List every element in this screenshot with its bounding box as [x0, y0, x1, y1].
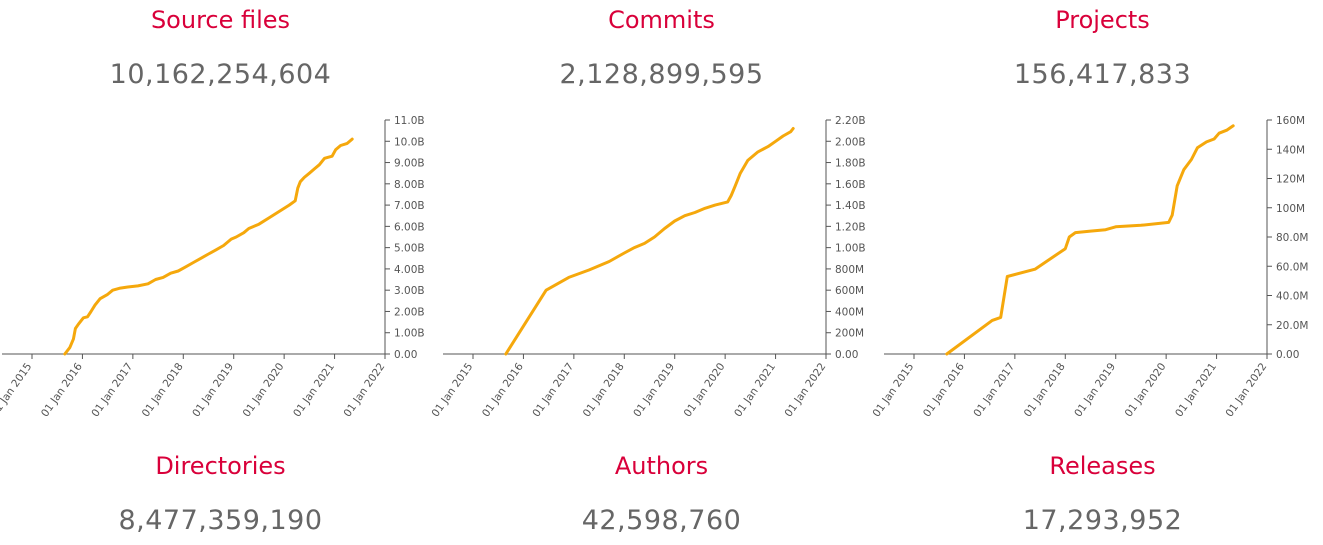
x-tick-label: 01 Jan 2015 — [0, 361, 34, 419]
y-tick-label: 20.0M — [1276, 320, 1308, 332]
y-tick-label: 5.00B — [394, 243, 425, 255]
y-tick-label: 1.80B — [835, 158, 866, 170]
series-line — [504, 127, 795, 356]
panel-title: Projects — [1055, 6, 1150, 34]
y-tick-label: 9.00B — [394, 158, 425, 170]
panel-bottom-title: Directories — [155, 452, 286, 480]
y-tick-label: 7.00B — [394, 200, 425, 212]
x-tick-label: 01 Jan 2017 — [530, 361, 576, 419]
panel-bottom-count: 8,477,359,190 — [118, 505, 323, 536]
x-tick-label: 01 Jan 2016 — [39, 361, 85, 420]
y-tick-label: 60.0M — [1276, 261, 1308, 273]
panel-bottom-title: Authors — [614, 452, 709, 480]
x-tick-label: 01 Jan 2020 — [682, 361, 728, 419]
panel-bottom-title: Releases — [1049, 452, 1156, 480]
y-tick-label: 80.0M — [1276, 232, 1308, 244]
panel-bottom-count: 42,598,760 — [581, 505, 742, 536]
y-tick-label: 2.00B — [394, 306, 425, 318]
y-tick-label: 100M — [1276, 203, 1305, 215]
x-tick-label: 01 Jan 2016 — [480, 361, 526, 420]
y-tick-label: 40.0M — [1276, 291, 1308, 303]
panel-bottom-count: 17,293,952 — [1022, 505, 1183, 536]
x-tick-label: 01 Jan 2016 — [921, 361, 967, 420]
y-tick-label: 11.0B — [394, 115, 425, 127]
x-tick-label: 01 Jan 2021 — [732, 361, 778, 419]
panel-commits: Commits 2,128,899,595 01 Jan 2015 01 Jan … — [430, 0, 882, 545]
panel-count: 156,417,833 — [1013, 59, 1192, 90]
panel-title: Commits — [608, 6, 715, 34]
y-tick-label: 1.20B — [835, 221, 866, 233]
y-tick-label: 1.40B — [835, 200, 866, 212]
y-tick-label: 2.20B — [835, 115, 866, 127]
x-tick-label: 01 Jan 2022 — [1224, 361, 1270, 419]
y-tick-label: 10.0B — [394, 136, 425, 148]
y-tick-label: 400M — [835, 306, 864, 318]
x-tick-label: 01 Jan 2018 — [581, 361, 627, 419]
x-tick-label: 01 Jan 2018 — [1022, 361, 1068, 419]
x-tick-label: 01 Jan 2022 — [783, 361, 829, 419]
y-tick-label: 0.00 — [394, 349, 417, 361]
x-tick-label: 01 Jan 2021 — [1173, 361, 1219, 419]
panel-count: 10,162,254,604 — [109, 59, 332, 90]
y-tick-label: 200M — [835, 328, 864, 340]
y-tick-label: 1.00B — [835, 243, 866, 255]
y-tick-label: 6.00B — [394, 221, 425, 233]
x-tick-label: 01 Jan 2022 — [342, 361, 388, 419]
source-files-chart: 01 Jan 2015 01 Jan 2016 01 Jan 2017 01 Jan … — [0, 115, 425, 420]
panel-count: 2,128,899,595 — [559, 59, 764, 90]
x-tick-label: 01 Jan 2018 — [140, 361, 186, 419]
x-tick-label: 01 Jan 2020 — [241, 361, 287, 419]
x-tick-label: 01 Jan 2020 — [1123, 361, 1169, 419]
y-tick-label: 140M — [1276, 144, 1305, 156]
x-tick-label: 01 Jan 2017 — [89, 361, 135, 419]
y-tick-label: 120M — [1276, 174, 1305, 186]
y-tick-label: 800M — [835, 264, 864, 276]
y-tick-label: 1.60B — [835, 179, 866, 191]
y-tick-label: 1.00B — [394, 328, 425, 340]
y-tick-label: 0.00 — [1276, 349, 1299, 361]
panel-title: Source files — [150, 6, 291, 34]
x-tick-label: 01 Jan 2021 — [291, 361, 337, 419]
y-tick-label: 0.00 — [835, 349, 858, 361]
y-tick-label: 3.00B — [394, 285, 425, 297]
panel-source-files: Source files 10,162,254,604 01 Jan 2015 0… — [0, 0, 441, 545]
y-tick-label: 8.00B — [394, 179, 425, 191]
y-tick-label: 160M — [1276, 115, 1305, 127]
x-tick-label: 01 Jan 2019 — [631, 361, 677, 419]
x-tick-label: 01 Jan 2019 — [190, 361, 236, 419]
commits-chart: 01 Jan 2015 01 Jan 2016 01 Jan 2017 01 Jan … — [430, 115, 866, 420]
x-tick-label: 01 Jan 2017 — [971, 361, 1017, 419]
projects-chart: 01 Jan 2015 01 Jan 2016 01 Jan 2017 01 Jan … — [871, 115, 1309, 420]
series-line — [63, 137, 354, 356]
y-tick-label: 4.00B — [394, 264, 425, 276]
panel-projects: Projects 156,417,833 01 Jan 2015 01 Jan 2… — [871, 0, 1323, 545]
x-tick-label: 01 Jan 2019 — [1072, 361, 1118, 419]
series-line — [945, 124, 1235, 356]
y-tick-label: 2.00B — [835, 136, 866, 148]
y-tick-label: 600M — [835, 285, 864, 297]
